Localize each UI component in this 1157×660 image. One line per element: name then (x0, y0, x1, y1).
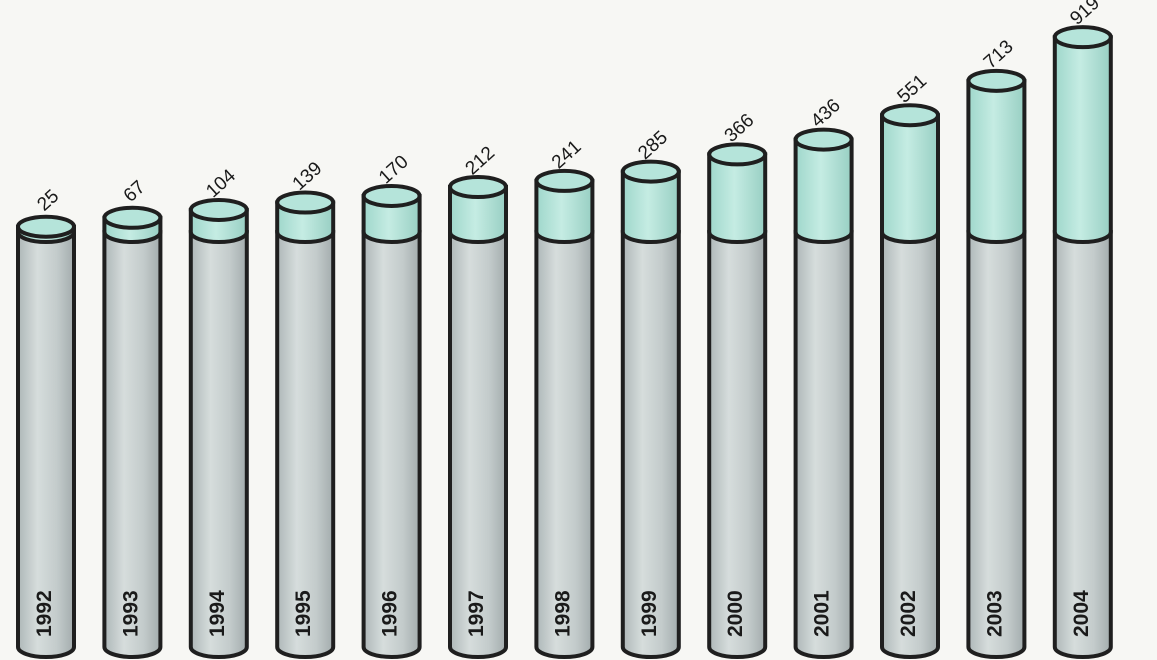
cylinder-2003 (966, 68, 1027, 659)
year-label: 2001 (811, 590, 834, 637)
cylinder-body (16, 230, 76, 659)
cylinder-top-cap (16, 214, 76, 239)
bar-value-segment (1052, 35, 1113, 244)
cylinder-top-cap (620, 159, 681, 184)
cylinder-top-cap (102, 205, 163, 230)
cylinder-body (620, 230, 681, 659)
value-label: 104 (202, 165, 240, 202)
bar-value-segment (707, 152, 768, 244)
cylinder-1998 (534, 168, 595, 659)
cylinder-top-cap (534, 168, 595, 193)
value-label: 713 (980, 36, 1018, 73)
value-label: 212 (462, 143, 500, 180)
cylinders-group (16, 25, 1113, 659)
cylinder-top-cap (966, 68, 1027, 93)
year-label: 1992 (33, 590, 56, 637)
bar-value-segment (880, 113, 940, 244)
cylinder-1997 (448, 175, 508, 659)
cylinder-body (361, 230, 422, 659)
cylinder-top-cap (361, 183, 422, 208)
year-label: 1997 (465, 590, 488, 637)
cylinder-body (448, 230, 508, 659)
bar-value-segment (966, 78, 1027, 244)
year-label: 2000 (724, 590, 747, 637)
year-label: 2003 (983, 590, 1006, 637)
cylinder-top-cap (275, 190, 336, 215)
value-label: 25 (33, 186, 63, 216)
cylinder-body (102, 230, 163, 659)
cylinder-body (880, 230, 940, 659)
cylinder-body (966, 230, 1027, 659)
cylinder-2004 (1052, 25, 1113, 659)
cylinder-top-cap (793, 127, 854, 152)
value-label: 551 (894, 71, 932, 108)
cylinder-top-cap (1052, 25, 1113, 50)
cylinder-1999 (620, 159, 681, 659)
cylinder-top-cap (448, 175, 508, 200)
cylinder-2002 (880, 103, 940, 659)
bar-value-segment (448, 185, 508, 244)
value-label: 67 (120, 177, 150, 207)
cylinder-body (707, 230, 768, 659)
cylinder-1994 (188, 197, 249, 659)
value-label: 366 (721, 110, 759, 147)
value-label: 919 (1066, 0, 1104, 29)
cylinder-body (275, 230, 336, 659)
cylinder-top-cap (880, 103, 940, 128)
cylinder-2000 (707, 142, 768, 659)
cylinder-2001 (793, 127, 854, 659)
year-label: 1994 (206, 590, 229, 637)
cylinder-1996 (361, 183, 422, 659)
year-label: 1999 (638, 590, 661, 637)
bar-value-segment (361, 193, 422, 244)
cylinder-1992 (16, 214, 76, 659)
value-label: 170 (375, 151, 413, 188)
year-label: 2004 (1070, 590, 1093, 637)
value-label: 285 (634, 127, 672, 164)
bar-value-segment (620, 169, 681, 244)
year-label: 1998 (551, 590, 574, 637)
year-label: 2002 (897, 590, 920, 637)
bar-value-segment (793, 137, 854, 244)
year-label: 1993 (119, 590, 142, 637)
cylinder-top-cap (707, 142, 768, 167)
year-label: 1996 (379, 590, 402, 637)
cylinder-1993 (102, 205, 163, 659)
value-label: 241 (548, 136, 586, 173)
bar-value-segment (534, 178, 595, 244)
cylinder-body (188, 230, 249, 659)
cylinder-body (534, 230, 595, 659)
cylinder-top-cap (188, 197, 249, 222)
value-label: 139 (289, 158, 327, 195)
year-label: 1995 (292, 590, 315, 637)
cylinder-1995 (275, 190, 336, 659)
cylinder-body (1052, 230, 1113, 659)
value-label: 436 (807, 95, 845, 132)
cylinder-body (793, 230, 854, 659)
